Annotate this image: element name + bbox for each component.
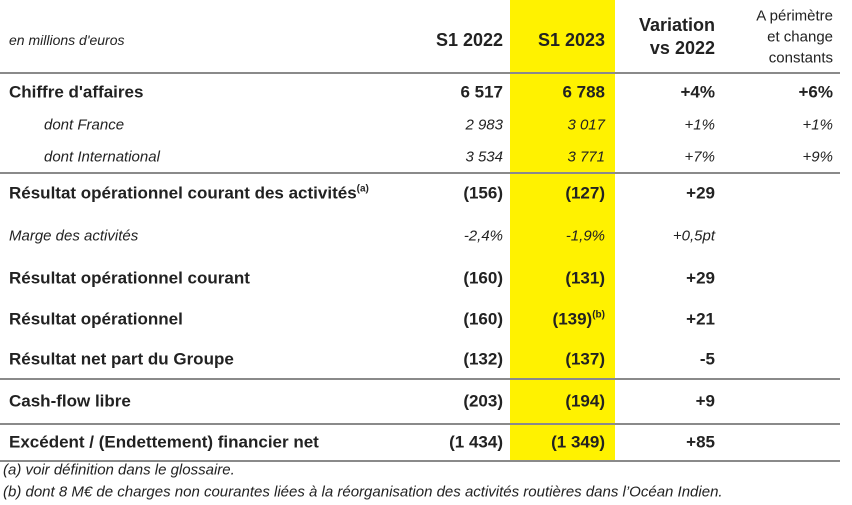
cell: +85 (686, 432, 715, 452)
row-label: Marge des activités (9, 229, 138, 244)
cell: (1 349) (551, 432, 605, 452)
cell: +7% (684, 148, 715, 166)
cell: (132) (463, 349, 503, 369)
cell-text: (139) (552, 309, 593, 329)
row-label: Cash-flow libre (9, 393, 131, 410)
highlight-column (510, 0, 615, 460)
column-header: Variation (638, 15, 715, 35)
cell: 6 788 (562, 82, 605, 102)
footnote: (a) voir définition dans le glossaire. (3, 461, 235, 479)
cell: +29 (686, 268, 715, 288)
cell: +6% (798, 82, 834, 102)
footnote: (b) dont 8 M€ de charges non courantes l… (3, 483, 723, 501)
rule (0, 423, 840, 425)
label-text: Chiffre d'affaires (9, 82, 144, 102)
cell: (160) (463, 309, 503, 329)
cell: (194) (565, 391, 605, 411)
label-text: dont France (44, 116, 125, 134)
rule (0, 172, 840, 174)
column-header: et change (767, 28, 833, 46)
cell: 2 983 (465, 116, 503, 134)
cell: +9% (802, 148, 833, 166)
cell: +0,5pt (672, 227, 715, 245)
cell: +21 (686, 309, 715, 329)
row-label: Excédent / (Endettement) financier net (9, 434, 319, 451)
label-text: Résultat opérationnel courant (9, 268, 250, 288)
label-text: Cash-flow libre (9, 391, 131, 411)
footnote-ref: (a) (356, 183, 369, 195)
column-header: S1 2022 (435, 30, 503, 50)
cell: -1,9% (565, 227, 605, 245)
caption: en millions d'euros (9, 32, 125, 48)
footnote-ref: (b) (592, 309, 605, 321)
cell: 3 017 (567, 116, 605, 134)
cell: (1 434) (449, 432, 503, 452)
cell: +1% (684, 116, 715, 134)
column-header: S1 2023 (537, 30, 605, 50)
cell: -5 (699, 349, 715, 369)
cell: +29 (686, 183, 715, 203)
label-text: Résultat net part du Groupe (9, 349, 234, 369)
cell: (131) (565, 268, 605, 288)
cell: 3 534 (465, 148, 503, 166)
rule (0, 378, 840, 380)
row-label: Résultat net part du Groupe (9, 351, 234, 368)
row-label: Chiffre d'affaires (9, 84, 143, 101)
cell: 3 771 (567, 148, 605, 166)
row-label: dont International (44, 150, 160, 165)
cell: (137) (565, 349, 605, 369)
label-text: Résultat opérationnel (9, 309, 183, 329)
row-label: dont France (44, 118, 124, 133)
cell: +4% (680, 82, 716, 102)
column-header: A périmètre (756, 7, 833, 25)
column-header: constants (768, 49, 833, 67)
cell: -2,4% (463, 227, 503, 245)
cell: +1% (802, 116, 833, 134)
cell: (139)(b) (552, 309, 605, 329)
row-label: Résultat opérationnel courant (9, 270, 250, 287)
row-label: Résultat opérationnel courant des activi… (9, 183, 369, 203)
label-text: Résultat opérationnel courant des activi… (9, 183, 357, 203)
column-header: vs 2022 (649, 38, 715, 58)
cell: (160) (463, 268, 503, 288)
label-text: Excédent / (Endettement) financier net (9, 432, 319, 452)
rule (0, 72, 840, 74)
label-text: dont International (44, 148, 160, 166)
label-text: Marge des activités (9, 227, 139, 245)
cell: (127) (565, 183, 605, 203)
cell: +9 (695, 391, 715, 411)
cell: 6 517 (460, 82, 503, 102)
cell: (156) (463, 183, 503, 203)
rule (0, 460, 840, 462)
cell: (203) (463, 391, 503, 411)
row-label: Résultat opérationnel (9, 311, 183, 328)
